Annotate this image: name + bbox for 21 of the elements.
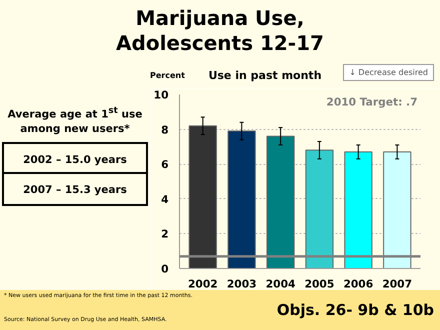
x-tick-label: 2003 [226,278,257,290]
x-tick-label: 2007 [382,278,412,290]
text: 2002 – 15.0 years [2,142,148,174]
text: ↓ Decrease desired [343,64,434,82]
x-tick-label: 2002 [188,278,218,290]
y-tick-label: 10 [154,88,169,102]
text: Objs. 26- 9b & 10b [276,300,434,321]
y-tick-label: 0 [161,262,169,276]
x-tick-label: 2004 [266,278,296,290]
x-tick-label: 2006 [343,278,374,290]
text: Average age at 1$^{st}$ use among new users* [6,105,144,136]
y-tick-label: 2 [161,228,169,241]
y-tick-label: 8 [161,123,169,136]
y-axis-title: Percent [150,70,185,82]
x-tick-label: 2005 [304,278,334,290]
text: 2007 – 15.3 years [2,172,148,206]
chart-subtitle: Use in past month [207,68,323,84]
y-tick-label: 4 [161,192,169,206]
chart-title: Marijuana Use, Adolescents 12-17 [115,6,325,56]
y-tick-label: 6 [161,158,169,172]
ref-line-label: 2010 Target: .7 [326,96,418,108]
